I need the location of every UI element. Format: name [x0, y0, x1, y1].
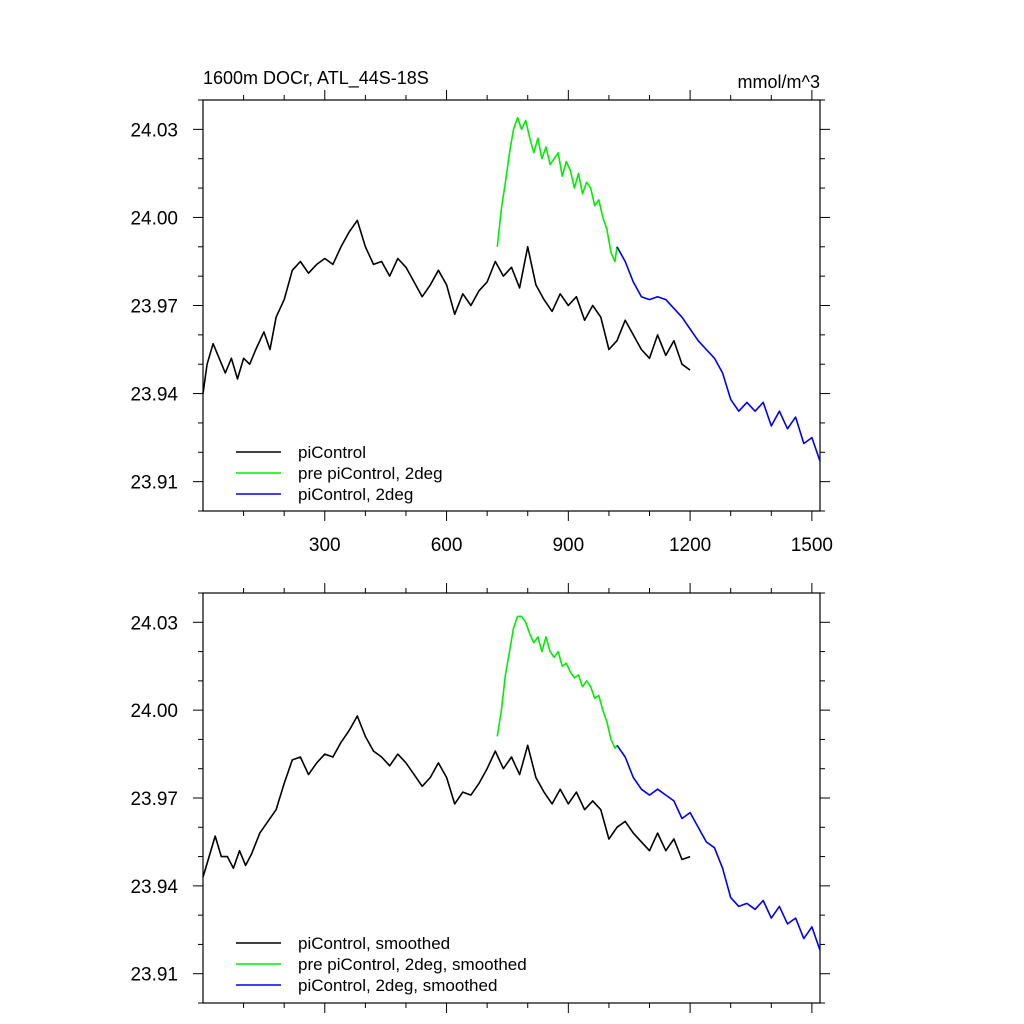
legend-label: pre piControl, 2deg, smoothed [298, 955, 527, 974]
x-tick-label: 600 [431, 535, 463, 556]
legend-label: piControl, smoothed [298, 934, 450, 953]
x-tick-label: 900 [552, 535, 584, 556]
y-tick-label: 24.03 [130, 120, 178, 141]
plot-frame [202, 99, 821, 512]
chart-title: 1600m DOCr, ATL_44S-18S [203, 68, 429, 89]
y-tick-label: 23.97 [130, 297, 178, 318]
y-tick-label: 23.97 [130, 789, 178, 810]
top-panel: 300 600 900 1200 1500 23.91 23.94 23.97 24.00 24.… [130, 90, 833, 556]
y-tick-label: 24.00 [130, 208, 178, 229]
y-tick-label: 23.94 [130, 877, 178, 898]
series-line-picontrol-2deg-smoothed [616, 744, 821, 951]
legend-label: piControl [298, 443, 366, 462]
y-tick-label: 23.91 [130, 473, 178, 494]
y-tick-label: 24.00 [130, 701, 178, 722]
bottom-panel: 23.91 23.94 23.97 24.00 24.03 piControl, smoo… [130, 583, 830, 1013]
x-tick-label: 300 [309, 535, 341, 556]
units-label: mmol/m^3 [738, 72, 820, 92]
y-tick-label: 24.03 [130, 613, 178, 634]
plot-frame [202, 592, 821, 1004]
y-tick-label: 23.94 [130, 385, 178, 406]
x-tick-label: 1500 [791, 535, 833, 556]
series-line-pre-picontrol-2deg-smoothed [496, 615, 618, 750]
series-line-picontrol-smoothed [202, 715, 691, 878]
y-tick-label: 23.91 [130, 965, 178, 986]
x-tick-label: 1200 [669, 535, 711, 556]
series-line-picontrol [202, 219, 691, 394]
legend-label: pre piControl, 2deg [298, 464, 443, 483]
series-line-picontrol-2deg [616, 246, 821, 462]
series-line-pre-picontrol-2deg [496, 116, 618, 263]
legend-label: piControl, 2deg, smoothed [298, 976, 497, 995]
legend-label: piControl, 2deg [298, 485, 413, 504]
